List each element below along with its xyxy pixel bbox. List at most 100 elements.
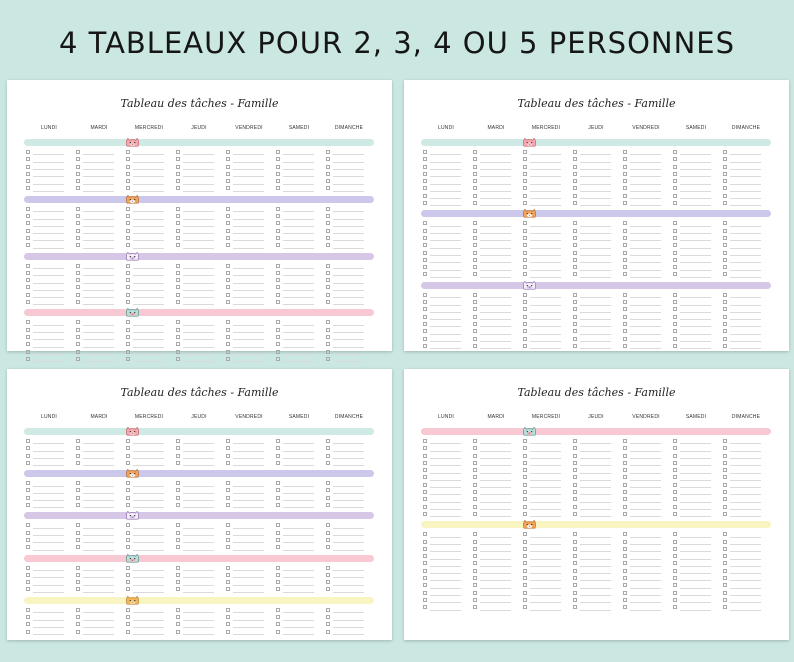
task-checkbox[interactable]: [523, 554, 527, 559]
task-checkbox[interactable]: [76, 530, 80, 535]
task-checkbox[interactable]: [26, 446, 30, 451]
task-checkbox[interactable]: [573, 590, 577, 595]
task-checkbox[interactable]: [226, 495, 230, 500]
task-checkbox[interactable]: [723, 554, 727, 559]
task-checkbox[interactable]: [473, 561, 477, 566]
task-checkbox[interactable]: [473, 243, 477, 248]
task-checkbox[interactable]: [523, 460, 527, 465]
task-checkbox[interactable]: [276, 150, 280, 154]
task-checkbox[interactable]: [326, 228, 330, 233]
task-checkbox[interactable]: [523, 590, 527, 595]
task-checkbox[interactable]: [326, 481, 330, 486]
task-checkbox[interactable]: [276, 334, 280, 339]
task-checkbox[interactable]: [473, 300, 477, 305]
task-checkbox[interactable]: [176, 221, 180, 226]
task-checkbox[interactable]: [673, 314, 677, 319]
task-checkbox[interactable]: [523, 307, 527, 312]
task-checkbox[interactable]: [226, 503, 230, 508]
task-checkbox[interactable]: [673, 201, 677, 206]
task-checkbox[interactable]: [276, 243, 280, 248]
task-checkbox[interactable]: [423, 307, 427, 312]
task-checkbox[interactable]: [573, 576, 577, 581]
task-checkbox[interactable]: [673, 554, 677, 559]
task-checkbox[interactable]: [76, 622, 80, 627]
task-checkbox[interactable]: [573, 292, 577, 297]
task-checkbox[interactable]: [326, 607, 330, 612]
task-checkbox[interactable]: [326, 300, 330, 305]
task-checkbox[interactable]: [26, 460, 30, 465]
task-checkbox[interactable]: [126, 171, 130, 176]
task-checkbox[interactable]: [26, 221, 30, 226]
task-checkbox[interactable]: [723, 561, 727, 566]
task-checkbox[interactable]: [326, 503, 330, 508]
task-checkbox[interactable]: [276, 214, 280, 219]
task-checkbox[interactable]: [176, 179, 180, 184]
task-checkbox[interactable]: [226, 446, 230, 451]
task-checkbox[interactable]: [176, 530, 180, 535]
task-checkbox[interactable]: [76, 587, 80, 592]
task-checkbox[interactable]: [573, 235, 577, 240]
task-checkbox[interactable]: [623, 235, 627, 240]
task-checkbox[interactable]: [226, 615, 230, 620]
task-checkbox[interactable]: [226, 278, 230, 283]
task-checkbox[interactable]: [573, 307, 577, 312]
task-checkbox[interactable]: [226, 243, 230, 248]
task-checkbox[interactable]: [226, 460, 230, 465]
task-checkbox[interactable]: [26, 537, 30, 542]
task-checkbox[interactable]: [623, 590, 627, 595]
task-checkbox[interactable]: [276, 580, 280, 585]
task-checkbox[interactable]: [423, 504, 427, 509]
task-checkbox[interactable]: [423, 453, 427, 458]
task-checkbox[interactable]: [673, 157, 677, 162]
task-checkbox[interactable]: [126, 580, 130, 585]
task-checkbox[interactable]: [473, 511, 477, 516]
task-checkbox[interactable]: [276, 342, 280, 347]
task-checkbox[interactable]: [26, 327, 30, 332]
task-checkbox[interactable]: [126, 285, 130, 290]
task-checkbox[interactable]: [76, 488, 80, 493]
task-checkbox[interactable]: [673, 179, 677, 184]
task-checkbox[interactable]: [176, 164, 180, 169]
task-checkbox[interactable]: [673, 307, 677, 312]
task-checkbox[interactable]: [76, 495, 80, 500]
task-checkbox[interactable]: [226, 221, 230, 226]
task-checkbox[interactable]: [423, 460, 427, 465]
task-checkbox[interactable]: [276, 300, 280, 305]
task-checkbox[interactable]: [723, 482, 727, 487]
task-checkbox[interactable]: [76, 327, 80, 332]
task-checkbox[interactable]: [76, 523, 80, 528]
task-checkbox[interactable]: [423, 329, 427, 334]
task-checkbox[interactable]: [76, 537, 80, 542]
task-checkbox[interactable]: [26, 320, 30, 325]
task-checkbox[interactable]: [176, 615, 180, 620]
task-checkbox[interactable]: [573, 468, 577, 473]
task-checkbox[interactable]: [623, 460, 627, 465]
task-checkbox[interactable]: [176, 460, 180, 465]
task-checkbox[interactable]: [473, 157, 477, 162]
task-checkbox[interactable]: [326, 545, 330, 550]
task-checkbox[interactable]: [673, 186, 677, 191]
task-checkbox[interactable]: [276, 453, 280, 458]
task-checkbox[interactable]: [673, 583, 677, 588]
task-checkbox[interactable]: [573, 150, 577, 154]
task-checkbox[interactable]: [723, 336, 727, 341]
task-checkbox[interactable]: [176, 481, 180, 486]
task-checkbox[interactable]: [473, 171, 477, 176]
task-checkbox[interactable]: [473, 164, 477, 169]
task-checkbox[interactable]: [126, 446, 130, 451]
task-checkbox[interactable]: [673, 539, 677, 544]
task-checkbox[interactable]: [326, 530, 330, 535]
task-checkbox[interactable]: [573, 336, 577, 341]
task-checkbox[interactable]: [126, 523, 130, 528]
task-checkbox[interactable]: [176, 439, 180, 443]
task-checkbox[interactable]: [423, 243, 427, 248]
task-checkbox[interactable]: [176, 285, 180, 290]
task-checkbox[interactable]: [226, 285, 230, 290]
task-checkbox[interactable]: [26, 186, 30, 191]
task-checkbox[interactable]: [126, 495, 130, 500]
task-checkbox[interactable]: [573, 265, 577, 270]
task-checkbox[interactable]: [673, 475, 677, 480]
task-checkbox[interactable]: [126, 270, 130, 275]
task-checkbox[interactable]: [423, 468, 427, 473]
task-checkbox[interactable]: [226, 607, 230, 612]
